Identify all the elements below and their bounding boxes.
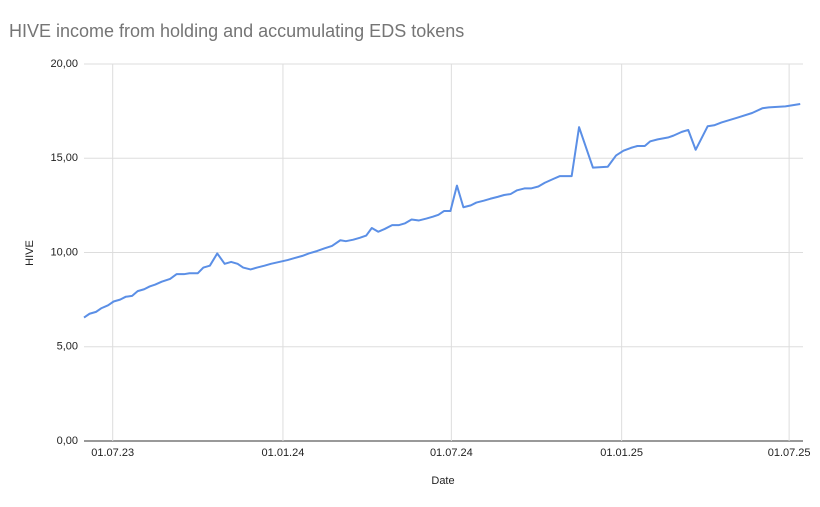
x-tick-label: 01.07.23 <box>91 447 134 459</box>
chart-title: HIVE income from holding and accumulatin… <box>9 21 464 41</box>
y-axis-label: HIVE <box>24 240 36 266</box>
y-tick-label: 0,00 <box>57 435 78 447</box>
x-tick-label: 01.07.24 <box>430 447 473 459</box>
x-axis-label: Date <box>431 475 454 487</box>
x-tick-label: 01.01.25 <box>600 447 643 459</box>
x-tick-label: 01.01.24 <box>262 447 305 459</box>
data-line <box>83 102 801 319</box>
y-tick-label: 5,00 <box>57 341 78 353</box>
x-tick-label: 01.07.25 <box>768 447 811 459</box>
y-tick-label: 10,00 <box>50 246 78 258</box>
y-tick-label: 15,00 <box>50 152 78 164</box>
y-tick-label: 20,00 <box>50 58 78 70</box>
